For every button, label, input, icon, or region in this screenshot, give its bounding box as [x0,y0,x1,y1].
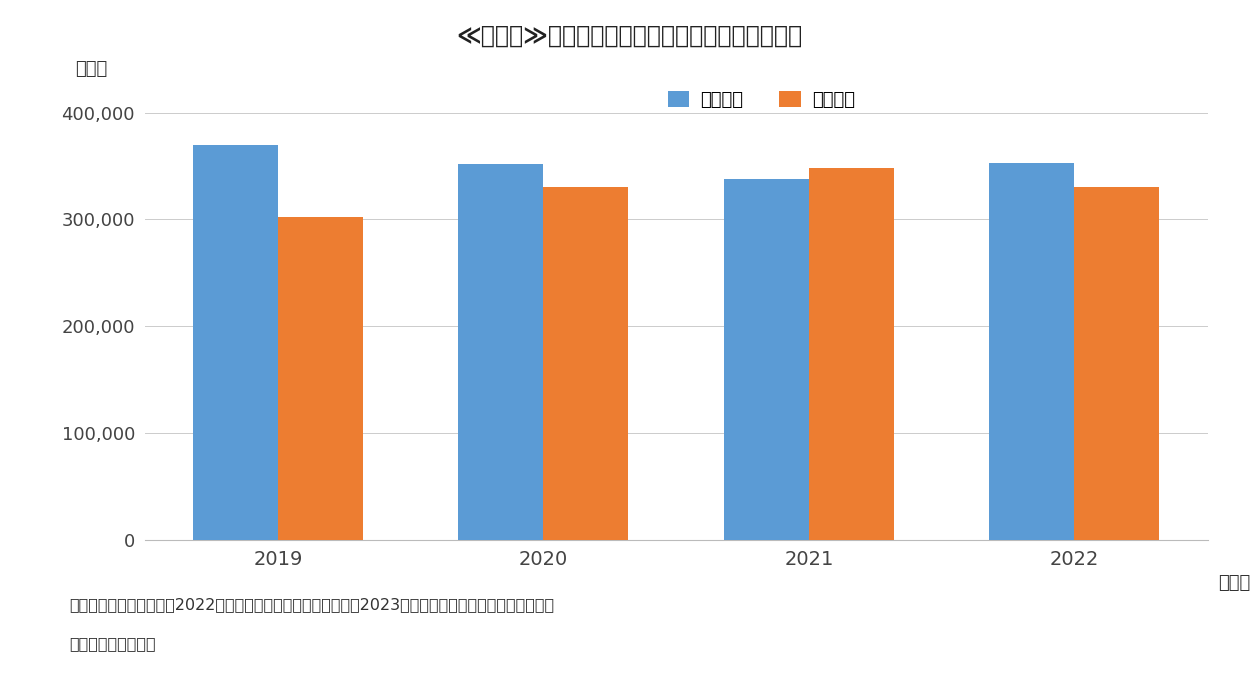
Text: （人）: （人） [75,59,108,78]
Bar [192,144,278,540]
Bar [990,163,1074,540]
Text: （資料）总務省統計局「2022年住民基本台帳人口移動報告」（2023年）より、ＳＯＭＰＯインスティテ: （資料）总務省統計局「2022年住民基本台帳人口移動報告」（2023年）より、Ｓ… [69,597,555,612]
Text: ュート・プラス作成: ュート・プラス作成 [69,636,156,651]
Text: ≪図表３≫東京都区部における転入者数・転出者数: ≪図表３≫東京都区部における転入者数・転出者数 [455,24,803,48]
Bar [278,217,362,540]
Bar [809,168,894,540]
Legend: 転入者数, 転出者数: 転入者数, 転出者数 [668,91,854,109]
Bar [723,179,809,540]
Bar [458,164,543,540]
Bar [1074,188,1160,540]
Text: （年）: （年） [1218,574,1250,592]
Bar [543,188,629,540]
